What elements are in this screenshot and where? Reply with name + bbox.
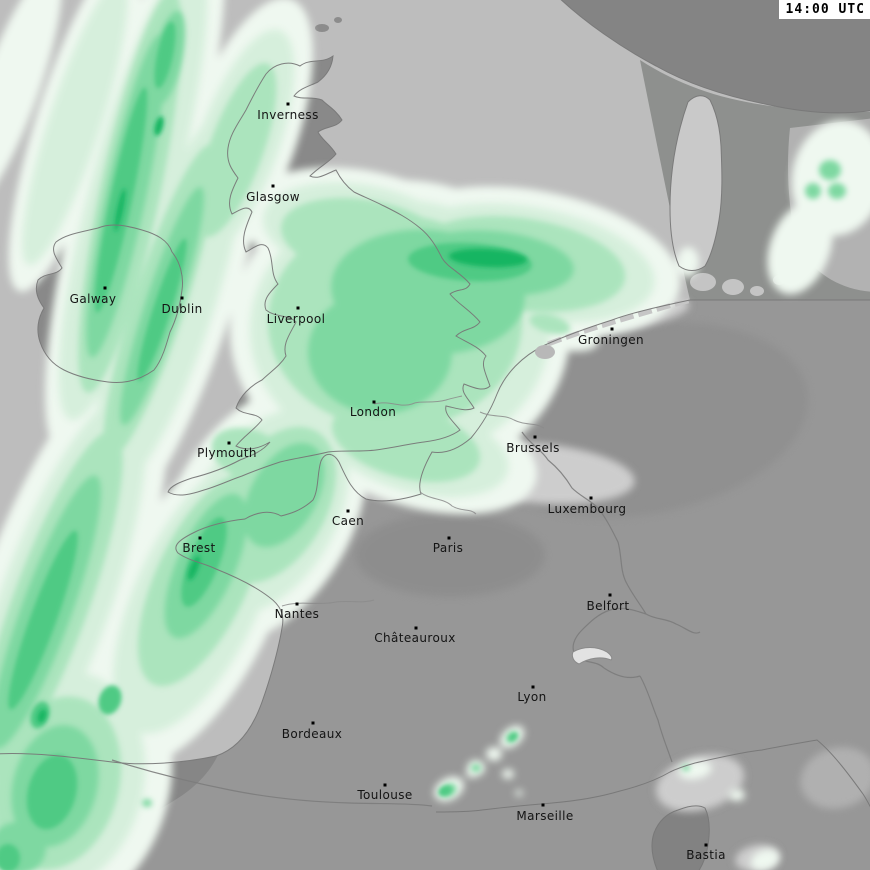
city-marker-dot <box>286 102 290 106</box>
city-groningen: Groningen <box>578 327 644 347</box>
city-marker-dot <box>447 536 451 540</box>
city-layer: Inverness Glasgow Galway Dublin Liverpoo… <box>70 102 726 862</box>
city-label: Glasgow <box>246 190 300 204</box>
city-label: Marseille <box>516 809 573 823</box>
city-marker-dot <box>271 184 275 188</box>
city-label: Galway <box>70 292 117 306</box>
city-bastia: Bastia <box>686 843 726 862</box>
city-label: Groningen <box>578 333 644 347</box>
city-london: London <box>350 400 396 419</box>
city-chateauroux: Châteauroux <box>374 626 456 645</box>
country-borders <box>111 431 701 807</box>
city-brussels: Brussels <box>506 435 559 455</box>
city-label: Inverness <box>257 108 318 122</box>
city-marker-dot <box>103 286 107 290</box>
city-lyon: Lyon <box>517 685 546 704</box>
city-dublin: Dublin <box>161 296 202 316</box>
city-luxembourg: Luxembourg <box>548 496 627 516</box>
city-label: Plymouth <box>197 446 257 460</box>
city-label: Toulouse <box>356 788 412 802</box>
city-label: Lyon <box>517 690 546 704</box>
city-galway: Galway <box>70 286 117 306</box>
city-marker-dot <box>311 721 315 725</box>
city-plymouth: Plymouth <box>197 441 257 460</box>
city-label: Caen <box>332 514 364 528</box>
city-inverness: Inverness <box>257 102 318 122</box>
city-label: Bastia <box>686 848 726 862</box>
city-marker-dot <box>295 602 299 606</box>
lakes <box>535 345 613 665</box>
city-marker-dot <box>704 843 708 847</box>
city-label: Brussels <box>506 441 559 455</box>
city-label: Châteauroux <box>374 631 456 645</box>
city-label: Dublin <box>161 302 202 316</box>
city-marker-dot <box>198 536 202 540</box>
city-marker-dot <box>227 441 231 445</box>
city-label: Brest <box>182 541 215 555</box>
city-label: Belfort <box>587 599 630 613</box>
city-brest: Brest <box>182 536 215 555</box>
rivers <box>281 395 545 607</box>
city-marker-dot <box>296 306 300 310</box>
city-bordeaux: Bordeaux <box>282 721 343 741</box>
city-marker-dot <box>372 400 376 404</box>
city-toulouse: Toulouse <box>356 783 412 802</box>
city-marker-dot <box>383 783 387 787</box>
city-label: Liverpool <box>267 312 326 326</box>
city-marker-dot <box>180 296 184 300</box>
city-marker-dot <box>608 593 612 597</box>
wadden-islands-strip <box>547 297 693 347</box>
city-label: Nantes <box>275 607 320 621</box>
city-nantes: Nantes <box>275 602 320 621</box>
city-marker-dot <box>414 626 418 630</box>
city-paris: Paris <box>433 536 464 555</box>
lake-ijsselmeer <box>535 345 555 359</box>
city-liverpool: Liverpool <box>267 306 326 326</box>
city-marker-dot <box>589 496 593 500</box>
precip-level-6 <box>37 116 527 723</box>
lake-geneva <box>571 647 613 665</box>
city-caen: Caen <box>332 509 364 528</box>
city-marker-dot <box>541 803 545 807</box>
city-label: Paris <box>433 541 464 555</box>
city-label: Luxembourg <box>548 502 627 516</box>
city-label: London <box>350 405 396 419</box>
city-label: Bordeaux <box>282 727 343 741</box>
city-marker-dot <box>610 327 614 331</box>
city-glasgow: Glasgow <box>246 184 300 204</box>
city-belfort: Belfort <box>587 593 630 613</box>
city-marseille: Marseille <box>516 803 573 823</box>
city-marker-dot <box>346 509 350 513</box>
timestamp-badge: 14:00 UTC <box>778 0 870 19</box>
city-marker-dot <box>533 435 537 439</box>
city-marker-dot <box>531 685 535 689</box>
